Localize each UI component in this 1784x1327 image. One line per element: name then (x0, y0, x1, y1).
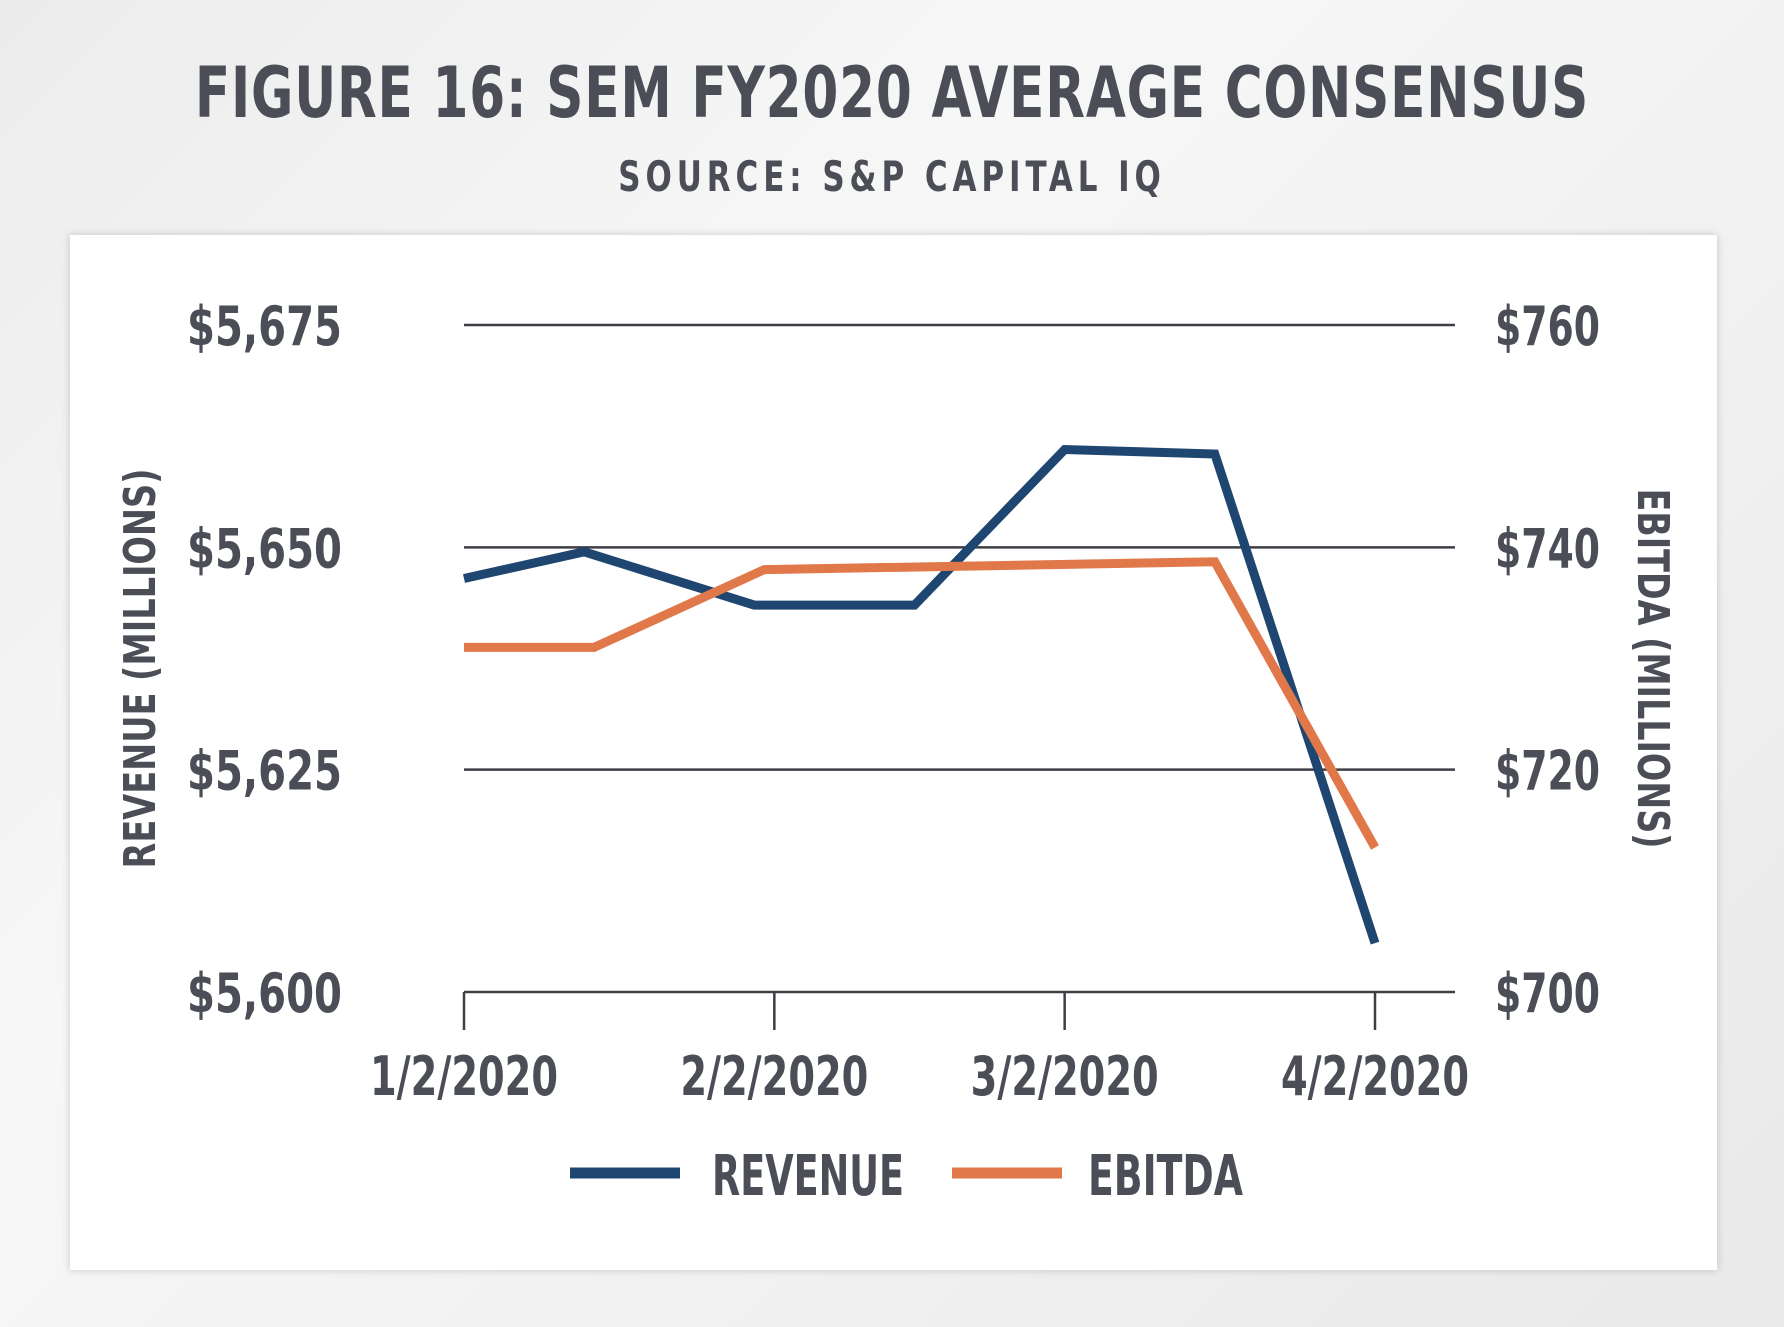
series-line-revenue (463, 444, 1380, 945)
x-tick-label: 4/2/2020 (1281, 1045, 1469, 1108)
y-left-axis-title: REVENUE (MILLIONS) (115, 469, 166, 869)
y-right-tick-label: $720 (1495, 740, 1600, 803)
legend-label-revenue: REVENUE (712, 1144, 904, 1209)
y-right-tick-label: $740 (1495, 517, 1600, 580)
y-left-tick-label: $5,600 (187, 962, 342, 1025)
x-tick-label: 3/2/2020 (971, 1045, 1159, 1108)
x-tick-label: 2/2/2020 (680, 1045, 868, 1108)
series-line-ebitda (464, 557, 1379, 850)
chart-source: SOURCE: S&P CAPITAL IQ (618, 152, 1166, 201)
chart-title: FIGURE 16: SEM FY2020 AVERAGE CONSENSUS (194, 52, 1590, 134)
y-left-tick-label: $5,625 (187, 740, 342, 803)
y-right-tick-label: $700 (1495, 962, 1600, 1025)
y-right-tick-label: $760 (1495, 295, 1600, 358)
legend-label-ebitda: EBITDA (1088, 1144, 1243, 1209)
x-tick-label: 1/2/2020 (370, 1045, 558, 1108)
y-left-tick-label: $5,675 (187, 295, 342, 358)
y-right-axis-title: EBITDA (MILLIONS) (1627, 489, 1678, 849)
y-left-tick-label: $5,650 (187, 517, 342, 580)
chart-panel: $5,600 $5,625 $5,650 $5,675 $700 $720 $740 $760… (70, 235, 1717, 1270)
line-chart: $5,600 $5,625 $5,650 $5,675 $700 $720 $740 $760… (115, 295, 1678, 1209)
